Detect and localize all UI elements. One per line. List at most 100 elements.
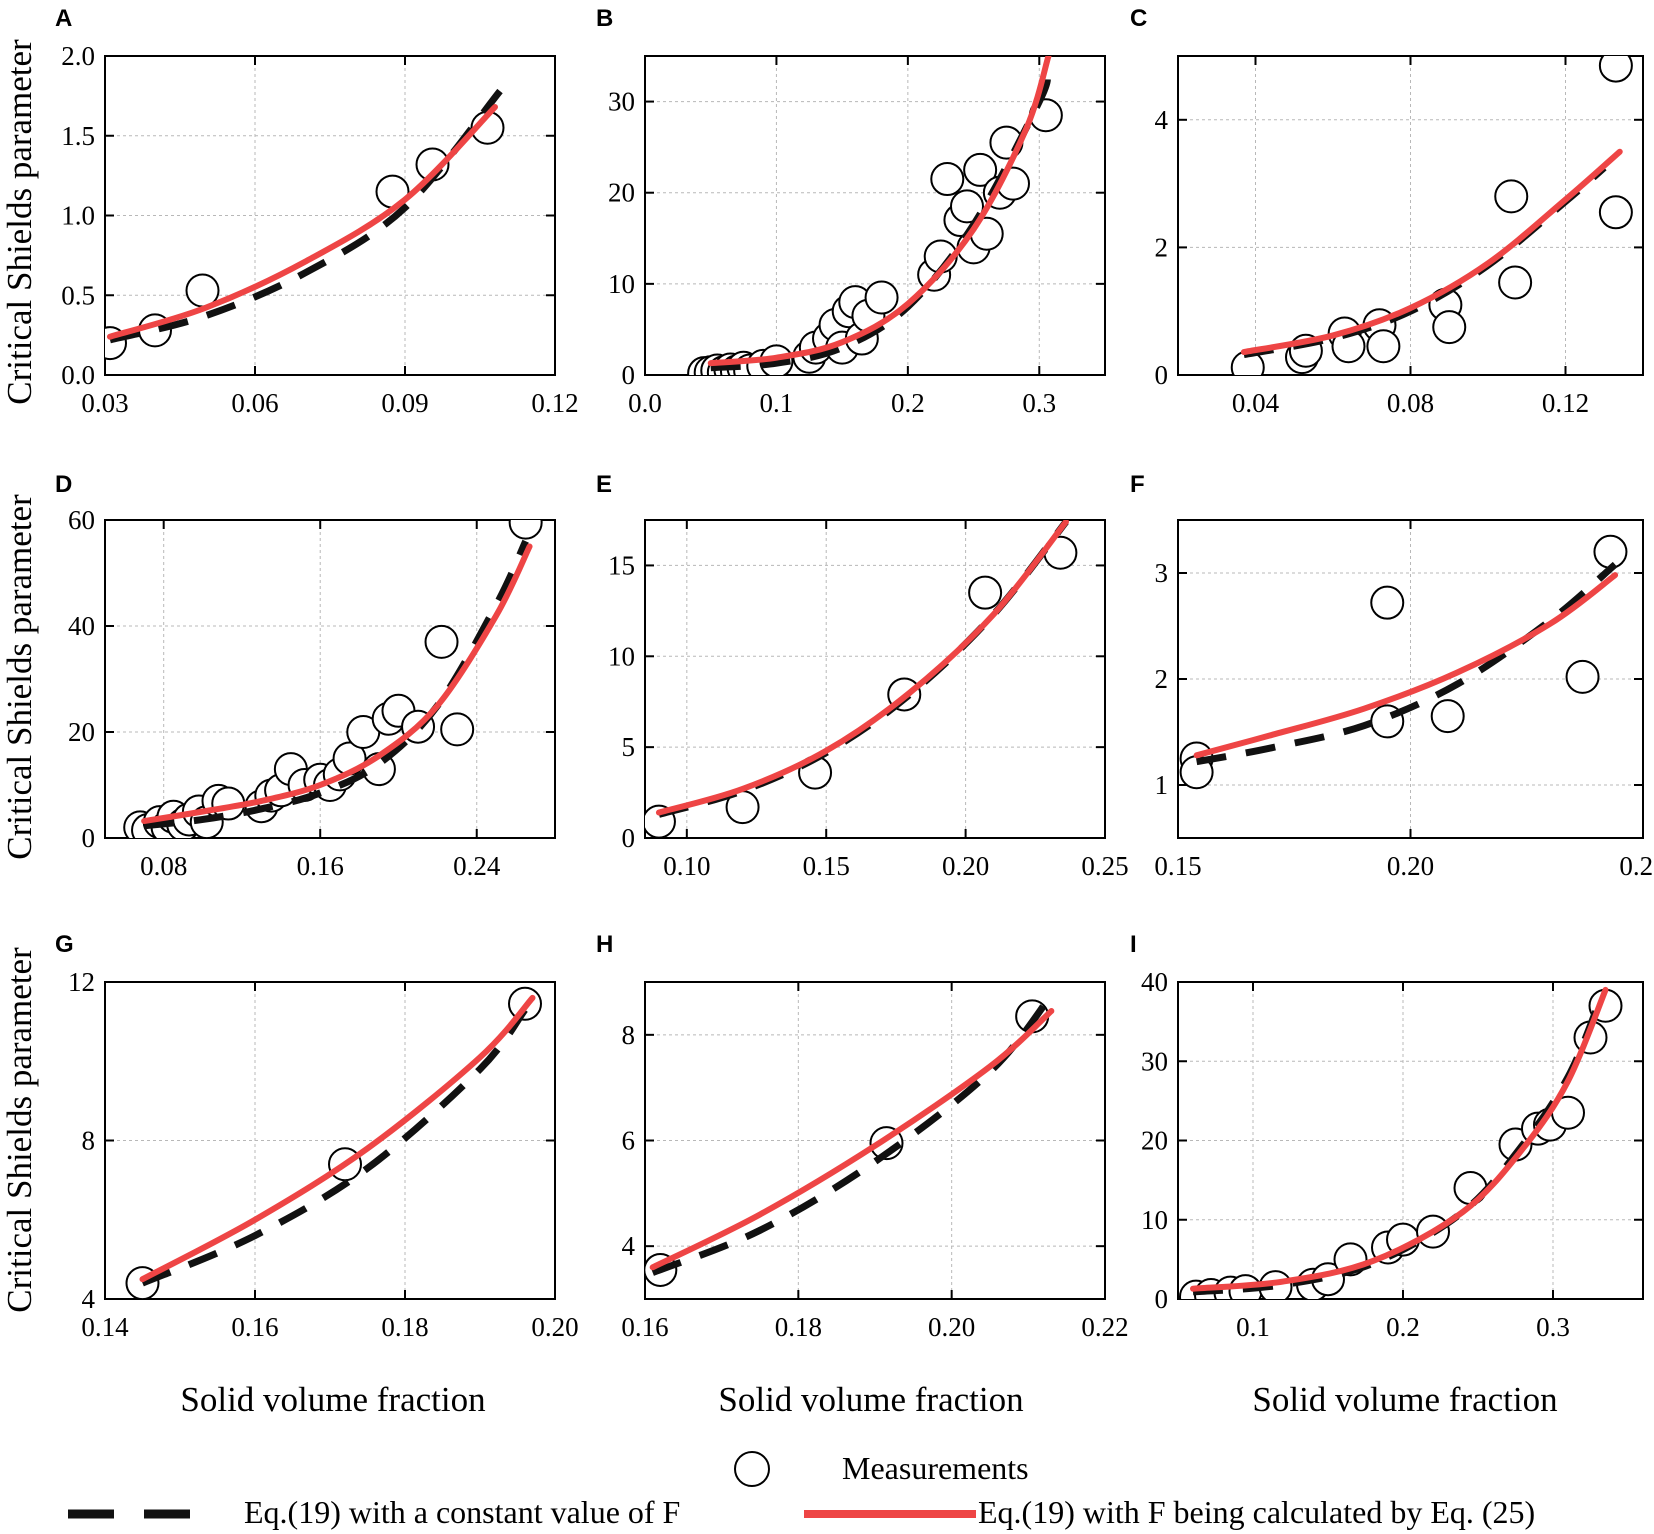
legend-marker-measurements [734,1451,770,1487]
panel-h-ytick-label-2: 8 [622,1020,636,1050]
panel-b-data [687,56,1063,375]
panel-c-measurement-8 [1432,310,1467,345]
xlabel-col-2: Solid volume fraction [718,1380,1023,1419]
panel-h-xtick-label-0: 0.16 [621,1312,668,1342]
panel-c-series-constant-f [1243,165,1607,359]
panel-g-series-constant-f [141,1007,528,1287]
panel-e-xtick-label-3: 0.25 [1081,851,1128,881]
xlabel-col-3: Solid volume fraction [1252,1380,1557,1419]
panel-d-ytick-label-0: 0 [82,823,96,853]
panel-b-xtick-label-2: 0.2 [891,388,925,418]
panel-a-ytick-label-0: 0.0 [61,360,95,390]
panel-h-ytick-label-0: 4 [622,1231,636,1261]
panel-i-xtick-label-2: 0.3 [1536,1312,1570,1342]
panel-b-label: B [596,5,613,32]
panel-d-series-constant-f [143,539,529,830]
panel-a-ytick-label-4: 2.0 [61,41,95,71]
panel-d-xtick-label-0: 0.08 [140,851,187,881]
panel-i-xtick-label-1: 0.2 [1386,1312,1420,1342]
legend-line-constant-f [68,1509,220,1519]
panel-f-measurement-6 [1593,534,1628,569]
panel-h-ytick-label-1: 6 [622,1126,636,1156]
panel-g-xtick-label-3: 0.20 [531,1312,578,1342]
panel-f-xtick-label-2: 0.25 [1619,851,1654,881]
panel-c-data [1230,56,1633,375]
panel-a-series-calculated-f [107,104,498,340]
legend-label-constant-f: Eq.(19) with a constant value of F [244,1494,681,1530]
panel-g-series-calculated-f [139,994,536,1283]
panel-g: 0.14 0.16 0.18 0.20 4 8 12 G [55,931,579,1342]
panel-a-xtick-label-2: 0.09 [381,388,428,418]
panel-a-series-constant-f [109,88,503,344]
panel-b-measurement-19 [864,280,899,315]
panel-h-xtick-label-1: 0.18 [775,1312,822,1342]
panel-b-ytick-label-2: 20 [608,178,635,208]
panel-e-xtick-label-0: 0.10 [663,851,710,881]
panel-c-xtick-label-2: 0.12 [1542,388,1589,418]
panel-a-ytick-label-2: 1.0 [61,201,95,231]
panel-h-xtick-label-2: 0.20 [928,1312,975,1342]
panel-f-series-calculated-f [1193,572,1619,759]
panel-h-series-constant-f [651,993,1055,1276]
panel-h: 0.16 0.18 0.20 0.22 4 6 8 H [596,931,1129,1342]
panel-f-series-constant-f [1195,561,1618,766]
panel-b-measurement-24 [950,189,984,224]
panel-g-xtick-label-2: 0.18 [381,1312,428,1342]
panel-d-series-calculated-f [141,543,533,825]
panel-i-ytick-label-1: 10 [1141,1205,1168,1235]
panel-c-measurement-10 [1498,265,1533,300]
panel-h-series-calculated-f [649,1008,1055,1271]
panel-g-ytick-label-2: 12 [68,967,95,997]
xlabel-col-1: Solid volume fraction [180,1380,485,1419]
panel-e-ytick-label-1: 5 [622,732,636,762]
panel-e: 0.10 0.15 0.20 0.25 0 5 10 15 E [596,471,1129,881]
panel-d-label: D [55,471,72,498]
panel-f-measurement-4 [1430,699,1465,734]
panel-f-measurement-5 [1565,659,1600,694]
panel-f-label: F [1130,471,1145,498]
panel-a: 0.03 0.06 0.09 0.12 0.0 0.5 1.0 1.5 2.0 A [55,5,579,418]
panel-d-xtick-label-2: 0.24 [453,851,501,881]
panel-f: 0.15 0.20 0.25 1 2 3 F [1130,471,1654,881]
panel-g-ytick-label-0: 4 [82,1284,96,1314]
panel-c-measurement-9 [1494,179,1529,214]
panel-c-xtick-label-1: 0.08 [1387,388,1434,418]
panel-b-measurement-22 [930,162,965,197]
panel-i-label: I [1130,931,1137,958]
panel-b-series-calculated-f [707,56,1052,367]
panel-f-xtick-label-1: 0.20 [1387,851,1434,881]
panel-d-ytick-label-3: 60 [68,505,95,535]
panel-c-ytick-label-1: 2 [1155,232,1169,262]
panel-d-ytick-label-2: 40 [68,611,95,641]
panels-layer: 0.03 0.06 0.09 0.120.00.51.01.52.0A0.0 0.1 0.… [55,5,1654,1342]
panel-d-xtick-label-1: 0.16 [297,851,344,881]
panel-i-ytick-label-0: 0 [1155,1284,1169,1314]
panel-i-ytick-label-4: 40 [1141,967,1168,997]
panel-d-measurement-27 [508,520,543,540]
panel-f-ytick-label-1: 2 [1155,664,1169,694]
panel-c-ytick-label-2: 4 [1155,105,1169,135]
panel-e-data [645,520,1078,838]
panel-f-xtick-label-0: 0.15 [1154,851,1201,881]
panel-a-xtick-label-3: 0.12 [531,388,578,418]
panel-d-measurement-26 [440,712,475,747]
panel-d: 0.08 0.16 0.24 0 20 40 60 D [55,471,556,881]
panel-d-ytick-label-1: 20 [68,717,95,747]
panel-c-ytick-label-0: 0 [1155,360,1169,390]
panel-d-data [123,520,543,838]
panel-a-data [105,88,505,361]
panel-d-measurement-25 [424,624,459,659]
panel-e-xtick-label-1: 0.15 [803,851,850,881]
panel-c-measurement-12 [1598,195,1633,230]
panel-c-label: C [1130,5,1147,32]
panel-h-data [645,993,1055,1287]
panel-a-xtick-label-1: 0.06 [231,388,278,418]
panel-i-ytick-label-3: 30 [1141,1046,1168,1076]
panel-e-ytick-label-3: 15 [608,550,635,580]
panel-c-series-calculated-f [1240,148,1623,356]
panel-i-ytick-label-2: 20 [1141,1126,1168,1156]
panel-f-ytick-label-0: 1 [1155,770,1169,800]
panel-b-xtick-label-3: 0.3 [1022,388,1056,418]
panel-i-data [1179,986,1623,1299]
